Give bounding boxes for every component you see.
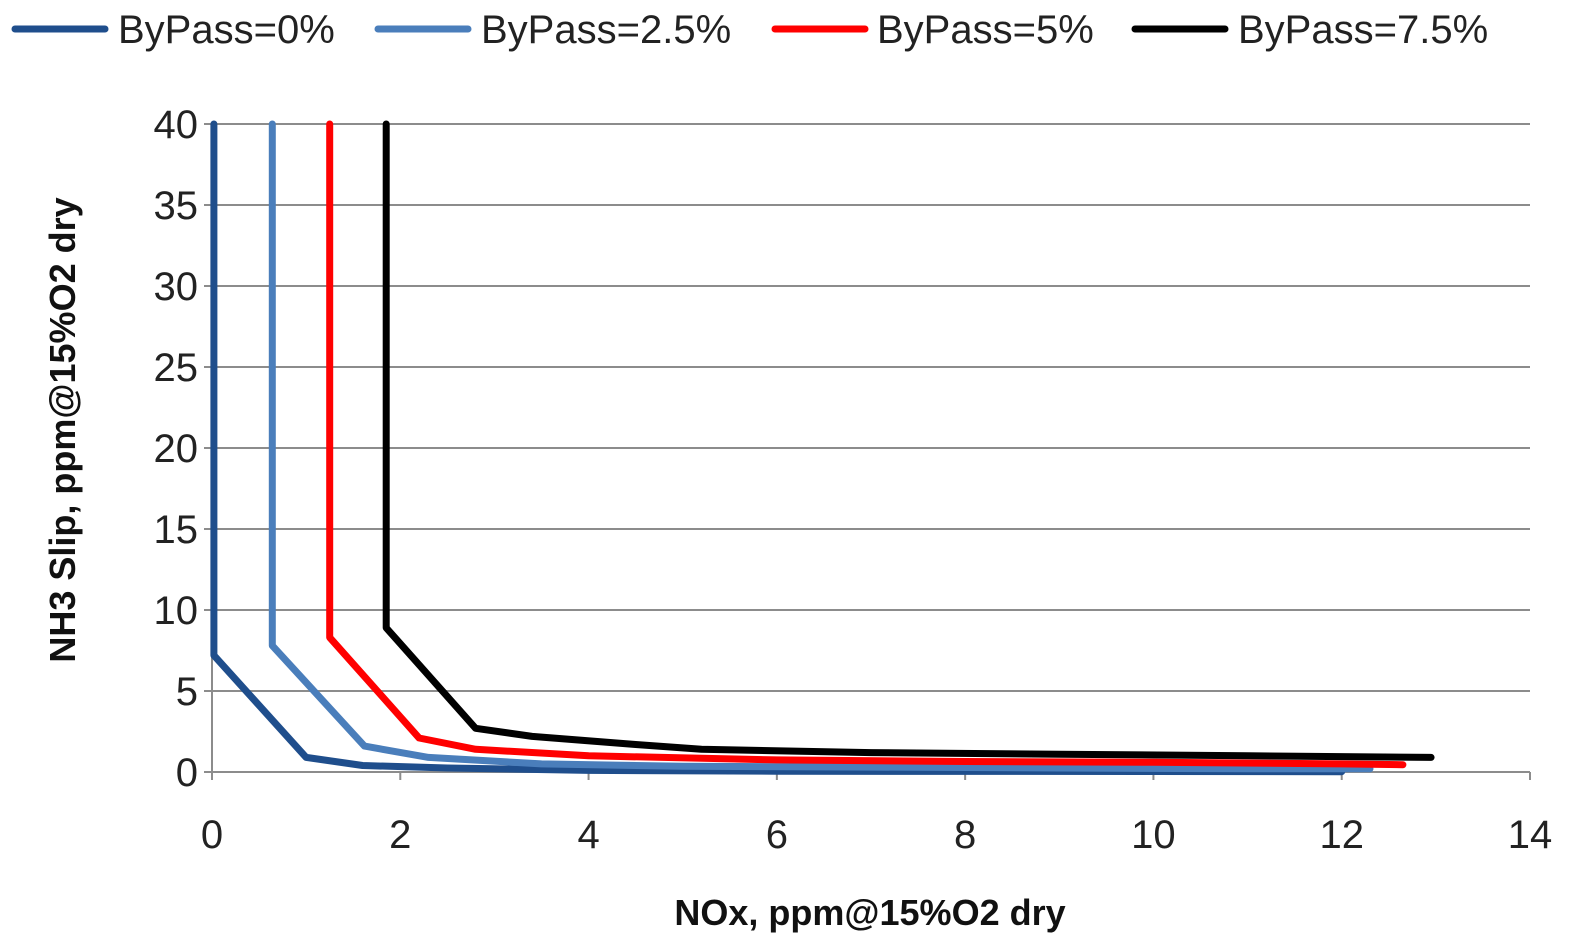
y-tick-label-2: 10 (154, 589, 199, 633)
legend: ByPass=0% ByPass=2.5% ByPass=5% ByPass=7… (11, 8, 1488, 52)
legend-label-3: ByPass=7.5% (1238, 8, 1488, 52)
series-lines (210, 120, 1435, 776)
x-tick-label-4: 8 (954, 813, 976, 857)
x-tick-label-1: 2 (389, 813, 411, 857)
legend-label-2: ByPass=5% (877, 8, 1094, 52)
x-tick-label-0: 0 (201, 813, 223, 857)
y-tick-label-6: 30 (154, 265, 199, 309)
y-tick-label-4: 20 (154, 427, 199, 471)
legend-label-0: ByPass=0% (118, 8, 335, 52)
legend-item-2: ByPass=5% (771, 8, 1094, 52)
x-tick-label-3: 6 (766, 813, 788, 857)
legend-item-3: ByPass=7.5% (1131, 8, 1488, 52)
legend-item-0: ByPass=0% (11, 8, 335, 52)
y-tick-label-3: 15 (154, 508, 199, 552)
x-tick-label-5: 10 (1131, 813, 1176, 857)
axes (204, 123, 1531, 780)
y-tick-label-8: 40 (154, 103, 199, 147)
y-tick-labels: 0 5 10 15 20 25 30 35 40 (154, 103, 199, 795)
x-tick-label-6: 12 (1319, 813, 1364, 857)
x-axis-title: NOx, ppm@15%O2 dry (674, 892, 1065, 933)
x-tick-labels: 0 2 4 6 8 10 12 14 (201, 813, 1552, 857)
series-line-2 (326, 120, 1407, 769)
gridlines (212, 123, 1530, 692)
series-line-3 (382, 120, 1435, 761)
legend-label-1: ByPass=2.5% (481, 8, 731, 52)
x-tick-label-7: 14 (1508, 813, 1553, 857)
series-line-1 (268, 120, 1374, 773)
y-tick-label-1: 5 (176, 670, 198, 714)
legend-item-1: ByPass=2.5% (374, 8, 731, 52)
y-axis-title: NH3 Slip, ppm@15%O2 dry (42, 197, 83, 662)
y-tick-label-5: 25 (154, 346, 199, 390)
y-tick-label-0: 0 (176, 751, 198, 795)
x-tick-label-2: 4 (577, 813, 599, 857)
y-tick-label-7: 35 (154, 184, 199, 228)
